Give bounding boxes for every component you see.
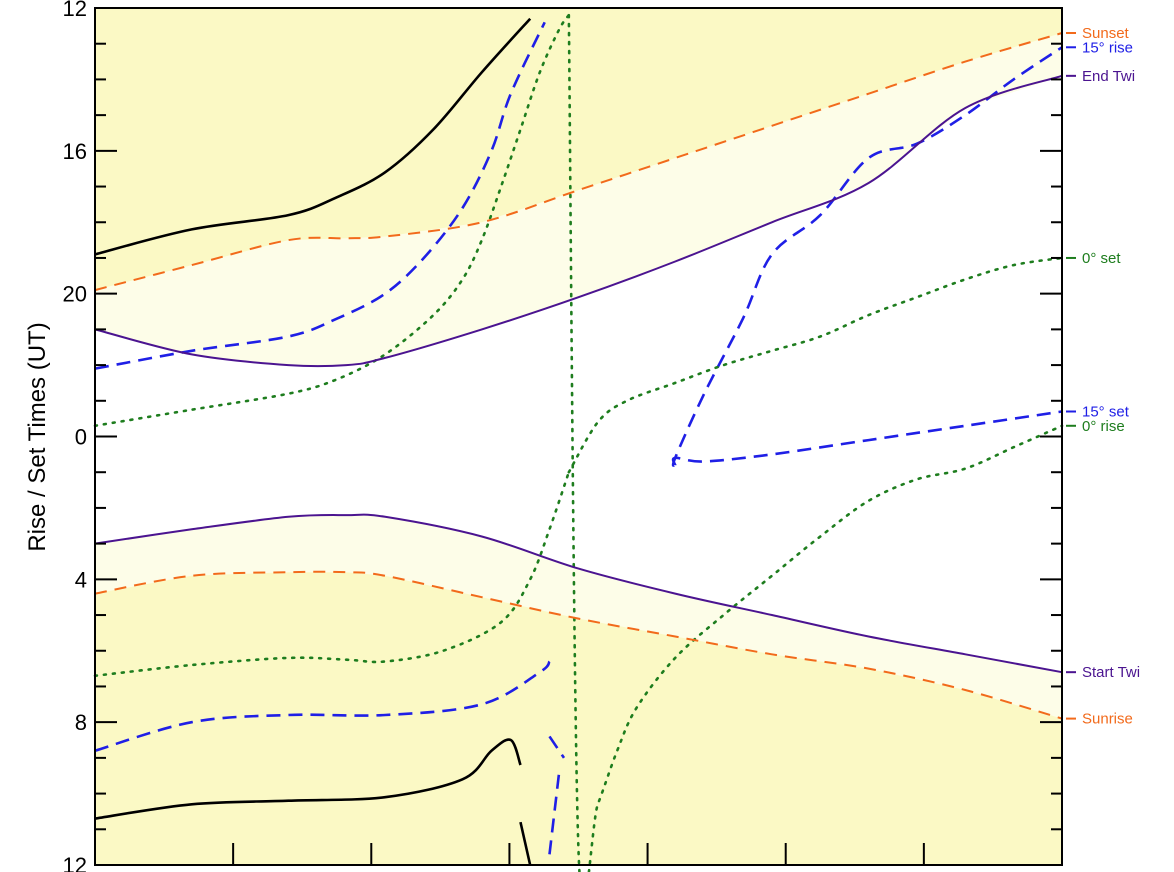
y-axis-ticks: 12 16 20 0 4 8 12 [63,0,87,872]
series-line-15deg-set-seg-1 [548,735,566,759]
end-label-0deg-set: 0° set [1082,250,1121,267]
series-line-15deg-rise-seg-0 [94,21,546,370]
y-tick-label: 20 [63,282,87,307]
series-line-15deg-set-seg-0 [94,660,551,752]
series-line-black-solid-unlabeled-seg-2 [519,821,532,866]
y-tick-label: 4 [75,567,87,592]
evening-twilight-band [95,33,1062,366]
y-tick-label: 16 [63,139,87,164]
series-line-start-twi-seg-0 [94,513,1063,674]
series-line-15deg-rise-seg-1 [548,772,561,855]
series-line-15deg-set-seg-2 [671,410,1063,466]
series-line-0deg-rise-seg-0 [93,13,571,428]
night-region [95,75,1062,673]
daylight-background [95,8,1062,865]
series-line-end-twi-seg-0 [94,74,1063,368]
series-line-black-solid-unlabeled-seg-1 [94,738,522,820]
series-line-0deg-set-seg-1 [567,256,1064,474]
series-line-sunset-seg-0 [94,32,1063,292]
end-label-end-twi: End Twi [1082,68,1135,85]
end-label-0deg-rise: 0° rise [1082,418,1125,435]
morning-twilight-band [95,515,1062,719]
series-line-black-solid-unlabeled-seg-0 [94,17,532,256]
y-tick-label: 12 [63,853,87,872]
end-label-15deg-rise: 15° rise [1082,39,1133,56]
end-label-start-twi: Start Twi [1082,664,1140,681]
series-line-0deg-set-seg-0 [93,470,571,678]
series-layer [93,13,1064,872]
y-tick-label: 0 [75,425,87,450]
series-line-15deg-rise-seg-2 [671,46,1063,467]
y-axis-title: Rise / Set Times (UT) [24,322,51,551]
y-tick-label: 8 [75,710,87,735]
series-line-0deg-rise-seg-1 [567,13,1064,872]
y-tick-label: 12 [63,0,87,21]
end-label-sunrise: Sunrise [1082,711,1133,728]
axes-frame [94,7,1063,866]
end-label-sunset: Sunset [1082,25,1130,42]
end-label-15deg-set: 15° set [1082,404,1130,421]
series-line-sunrise-seg-0 [94,570,1063,720]
